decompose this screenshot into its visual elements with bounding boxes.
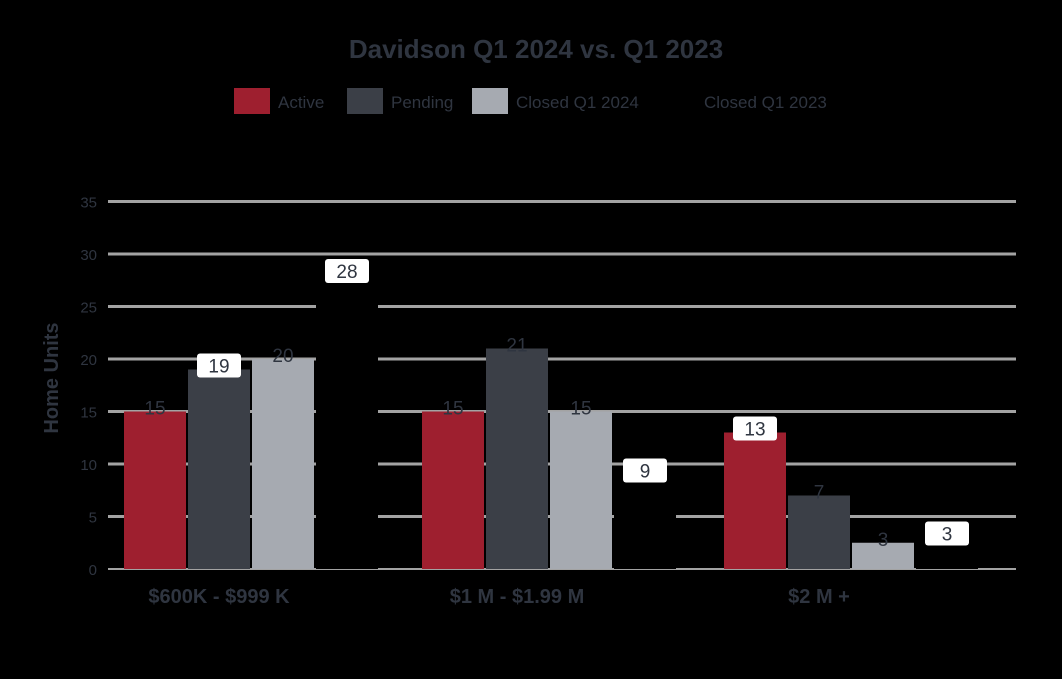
legend-swatch xyxy=(347,88,383,114)
x-tick-label: $1 M - $1.99 M xyxy=(450,586,585,608)
legend-label: Closed Q1 2023 xyxy=(704,93,827,112)
data-label: 9 xyxy=(640,462,651,483)
bar-closed-q1-2024-0 xyxy=(252,359,314,569)
y-tick-label: 10 xyxy=(80,457,97,474)
bar-closed-q1-2024-2 xyxy=(852,542,914,569)
data-label: 15 xyxy=(144,399,165,420)
x-tick-label: $600K - $999 K xyxy=(148,586,290,608)
y-tick-label: 25 xyxy=(80,300,97,317)
legend-swatch xyxy=(472,88,508,114)
bar-pending-2 xyxy=(788,495,850,569)
x-axis-ticks: $600K - $999 K $1 M - $1.99 M $2 M + xyxy=(148,586,849,608)
legend-swatch xyxy=(660,88,696,114)
y-tick-label: 0 xyxy=(89,562,97,579)
data-label-box xyxy=(925,521,969,546)
bar-active-0 xyxy=(124,411,186,569)
data-label: 3 xyxy=(878,530,889,551)
y-axis-ticks: 0 5 10 15 20 25 30 35 xyxy=(80,195,97,580)
y-tick-label: 15 xyxy=(80,405,97,422)
data-label: 19 xyxy=(208,357,229,378)
data-label: 15 xyxy=(442,399,463,420)
legend: Active Pending Closed Q1 2024 Closed Q1 202… xyxy=(234,88,827,114)
y-tick-label: 5 xyxy=(89,510,97,527)
y-tick-label: 20 xyxy=(80,352,97,369)
bar-active-2 xyxy=(724,432,786,569)
bar-active-1 xyxy=(422,411,484,569)
x-tick-label: $2 M + xyxy=(788,586,850,608)
data-labels: 15 15 13 19 21 7 20 15 3 28 9 3 xyxy=(144,259,969,551)
bar-closed-q1-2023-1 xyxy=(614,474,676,569)
legend-label: Active xyxy=(278,93,324,112)
bar-pending-1 xyxy=(486,348,548,569)
legend-swatch xyxy=(234,88,270,114)
data-label-box xyxy=(733,416,777,441)
data-label: 21 xyxy=(506,336,527,357)
y-tick-label: 35 xyxy=(80,195,97,212)
data-label: 7 xyxy=(814,483,825,504)
data-label: 13 xyxy=(744,420,765,441)
legend-label: Pending xyxy=(391,93,453,112)
bar-closed-q1-2023-0 xyxy=(316,275,378,569)
data-label: 28 xyxy=(336,262,357,283)
y-axis-label: Home Units xyxy=(41,322,63,433)
data-label: 15 xyxy=(570,399,591,420)
y-tick-label: 30 xyxy=(80,247,97,264)
chart-title: Davidson Q1 2024 vs. Q1 2023 xyxy=(349,34,723,64)
legend-label: Closed Q1 2024 xyxy=(516,93,639,112)
data-label: 3 xyxy=(942,525,953,546)
bar-closed-q1-2024-1 xyxy=(550,411,612,569)
data-label-box xyxy=(197,353,241,378)
bar-pending-0 xyxy=(188,369,250,569)
data-label: 20 xyxy=(272,346,293,367)
data-label-box xyxy=(325,259,369,283)
data-label-box xyxy=(623,458,667,483)
